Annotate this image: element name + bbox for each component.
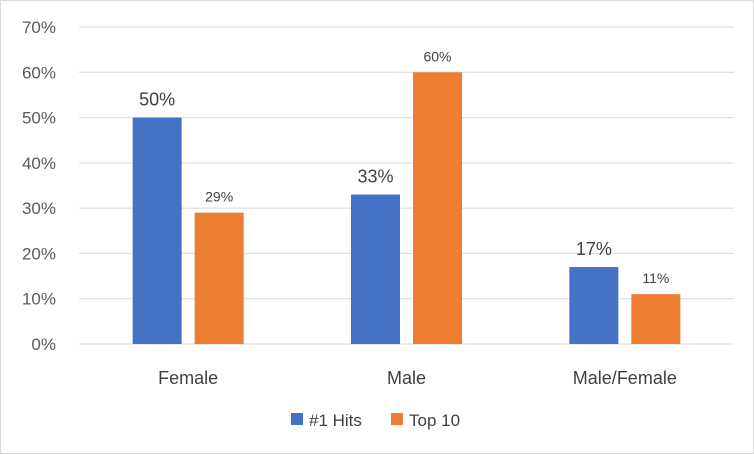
data-label: 33%	[357, 167, 393, 187]
data-label: 11%	[642, 270, 669, 286]
y-tick-label: 30%	[22, 199, 56, 218]
y-tick-label: 40%	[22, 154, 56, 173]
y-tick-label: 0%	[31, 335, 56, 354]
legend-label: #1 Hits	[309, 411, 362, 430]
y-tick-label: 20%	[22, 244, 56, 263]
bar-number-one-hits-male	[351, 194, 400, 344]
data-labels: 50% 29% 33% 60% 17% 11%	[139, 48, 669, 286]
gridlines	[79, 26, 734, 345]
bar-top-10-female	[194, 212, 244, 344]
data-label: 60%	[423, 48, 451, 64]
data-label: 29%	[205, 189, 233, 205]
bar-top-10-male	[413, 72, 462, 345]
data-label: 17%	[576, 239, 612, 259]
bar-number-one-hits-male-female	[569, 267, 619, 344]
x-axis-category-labels: Female Male Male/Female	[158, 368, 677, 388]
bar-number-one-hits-female	[132, 117, 182, 344]
y-tick-label: 60%	[22, 63, 56, 82]
legend-label: Top 10	[409, 411, 460, 430]
y-tick-label: 70%	[22, 18, 56, 37]
data-label: 50%	[139, 90, 175, 110]
x-category-label: Female	[158, 368, 218, 388]
bar-top-10-male-female	[631, 294, 681, 344]
legend-swatch	[291, 413, 303, 425]
legend: #1 Hits Top 10	[291, 411, 460, 430]
x-category-label: Male	[387, 368, 426, 388]
y-axis-tick-labels: 0% 10% 20% 30% 40% 50% 60% 70%	[22, 18, 56, 354]
legend-swatch	[391, 413, 403, 425]
bars	[132, 72, 681, 345]
x-category-label: Male/Female	[573, 368, 677, 388]
y-tick-label: 50%	[22, 109, 56, 128]
y-tick-label: 10%	[22, 290, 56, 309]
